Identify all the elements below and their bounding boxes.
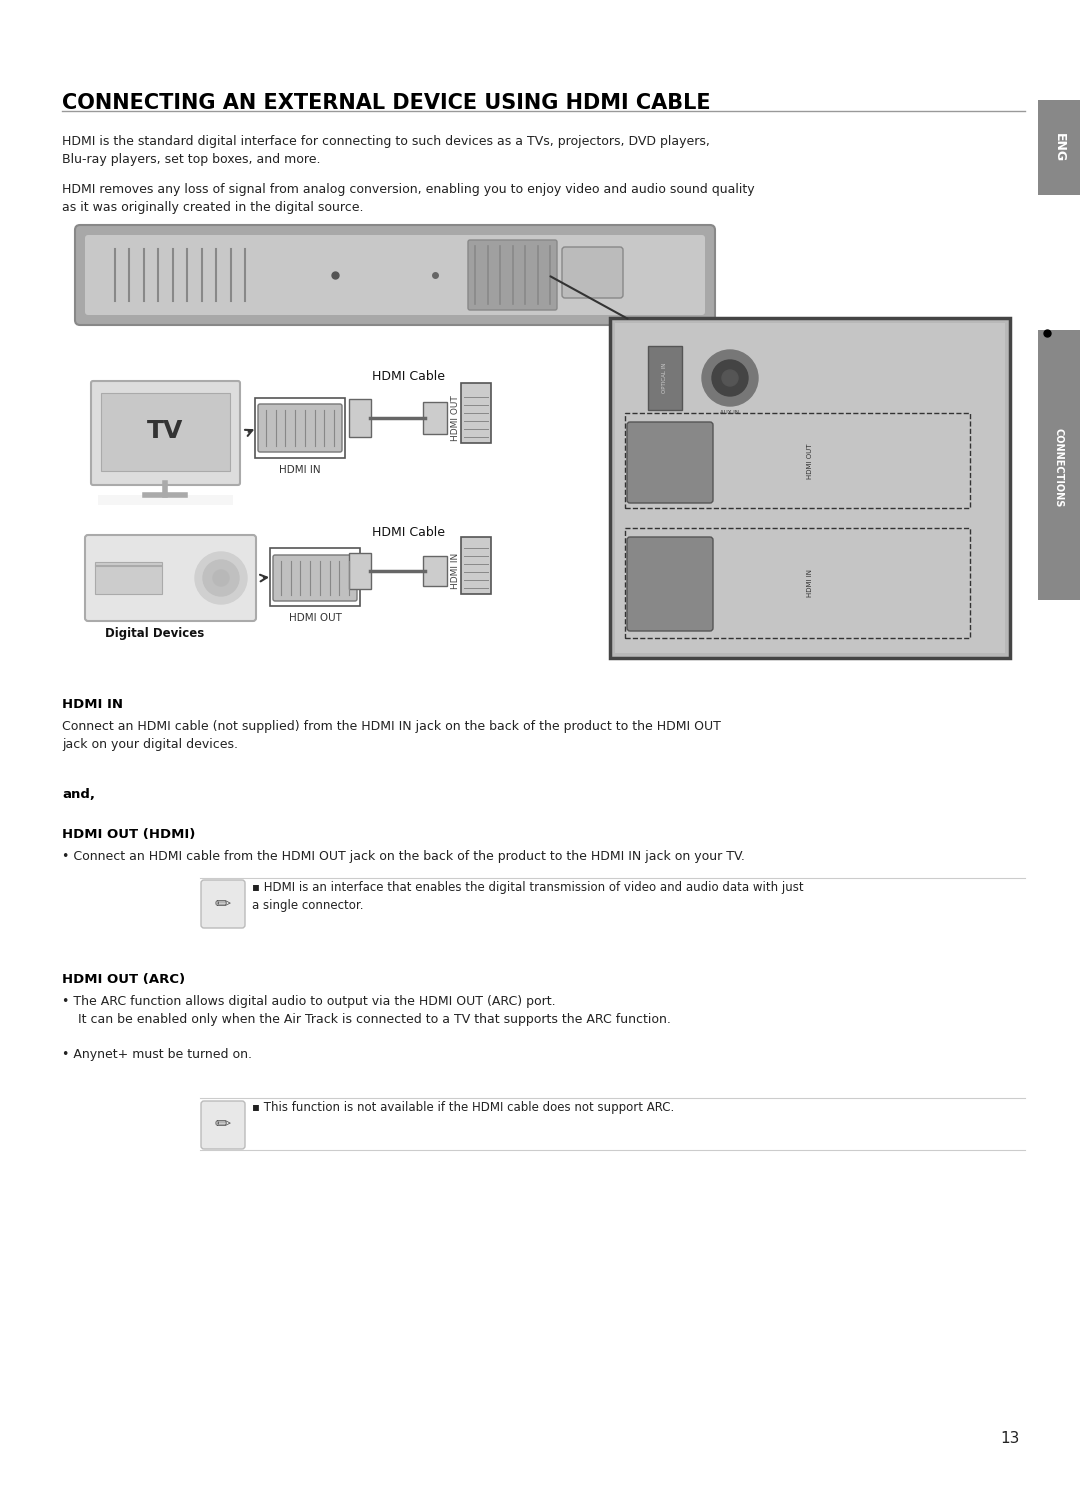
Text: HDMI Cable: HDMI Cable [372,527,445,540]
Circle shape [203,559,239,597]
Text: HDMI OUT (HDMI): HDMI OUT (HDMI) [62,827,195,841]
Text: CONNECTIONS: CONNECTIONS [1054,429,1064,507]
FancyBboxPatch shape [201,1101,245,1149]
FancyBboxPatch shape [91,381,240,485]
Text: ENG: ENG [1053,134,1066,162]
Text: HDMI is the standard digital interface for connecting to such devices as a TVs, : HDMI is the standard digital interface f… [62,135,710,167]
FancyBboxPatch shape [98,496,233,504]
FancyBboxPatch shape [648,347,681,411]
FancyBboxPatch shape [461,382,491,443]
Text: OPTICAL IN: OPTICAL IN [662,363,667,393]
FancyBboxPatch shape [201,879,245,929]
Text: TV: TV [147,420,184,443]
FancyBboxPatch shape [270,548,360,606]
Text: Digital Devices: Digital Devices [106,626,204,640]
FancyBboxPatch shape [349,399,372,437]
Circle shape [723,371,738,385]
FancyBboxPatch shape [423,402,447,434]
Text: Connect an HDMI cable (not supplied) from the HDMI IN jack on the back of the pr: Connect an HDMI cable (not supplied) fro… [62,720,720,751]
FancyBboxPatch shape [627,423,713,503]
Text: HDMI IN: HDMI IN [807,568,813,597]
FancyBboxPatch shape [461,537,491,594]
Text: • The ARC function allows digital audio to output via the HDMI OUT (ARC) port.
 : • The ARC function allows digital audio … [62,995,671,1027]
FancyBboxPatch shape [627,537,713,631]
Text: AUX IN: AUX IN [720,411,740,415]
Text: ✏: ✏ [215,1116,231,1134]
FancyBboxPatch shape [610,318,1010,658]
FancyBboxPatch shape [95,562,162,594]
FancyBboxPatch shape [1038,330,1080,600]
Text: HDMI IN: HDMI IN [62,698,123,711]
FancyBboxPatch shape [562,247,623,298]
FancyBboxPatch shape [255,397,345,458]
FancyBboxPatch shape [102,393,230,472]
Text: 13: 13 [1001,1431,1020,1446]
Text: and,: and, [62,789,95,801]
FancyBboxPatch shape [75,225,715,324]
Text: HDMI Cable: HDMI Cable [372,369,445,382]
Text: ▪ This function is not available if the HDMI cable does not support ARC.: ▪ This function is not available if the … [252,1101,674,1115]
Text: HDMI OUT: HDMI OUT [288,613,341,623]
Text: ✏: ✏ [215,894,231,914]
Circle shape [702,350,758,406]
Circle shape [195,552,247,604]
FancyBboxPatch shape [615,323,1005,653]
FancyBboxPatch shape [273,555,357,601]
Text: HDMI OUT (ARC): HDMI OUT (ARC) [62,973,185,987]
Text: HDMI IN: HDMI IN [280,464,321,475]
FancyBboxPatch shape [1038,100,1080,195]
Text: HDMI OUT: HDMI OUT [450,396,459,440]
Circle shape [213,570,229,586]
Text: HDMI IN: HDMI IN [450,554,459,589]
Text: ▪ HDMI is an interface that enables the digital transmission of video and audio : ▪ HDMI is an interface that enables the … [252,881,804,912]
Text: • Anynet+ must be turned on.: • Anynet+ must be turned on. [62,1048,252,1061]
FancyBboxPatch shape [349,554,372,589]
Text: HDMI removes any loss of signal from analog conversion, enabling you to enjoy vi: HDMI removes any loss of signal from ana… [62,183,755,214]
Circle shape [712,360,748,396]
FancyBboxPatch shape [468,240,557,310]
Text: • Connect an HDMI cable from the HDMI OUT jack on the back of the product to the: • Connect an HDMI cable from the HDMI OU… [62,850,745,863]
FancyBboxPatch shape [85,235,705,315]
Text: HDMI OUT: HDMI OUT [807,443,813,479]
Text: CONNECTING AN EXTERNAL DEVICE USING HDMI CABLE: CONNECTING AN EXTERNAL DEVICE USING HDMI… [62,92,711,113]
FancyBboxPatch shape [258,405,342,452]
FancyBboxPatch shape [85,536,256,620]
FancyBboxPatch shape [423,557,447,586]
